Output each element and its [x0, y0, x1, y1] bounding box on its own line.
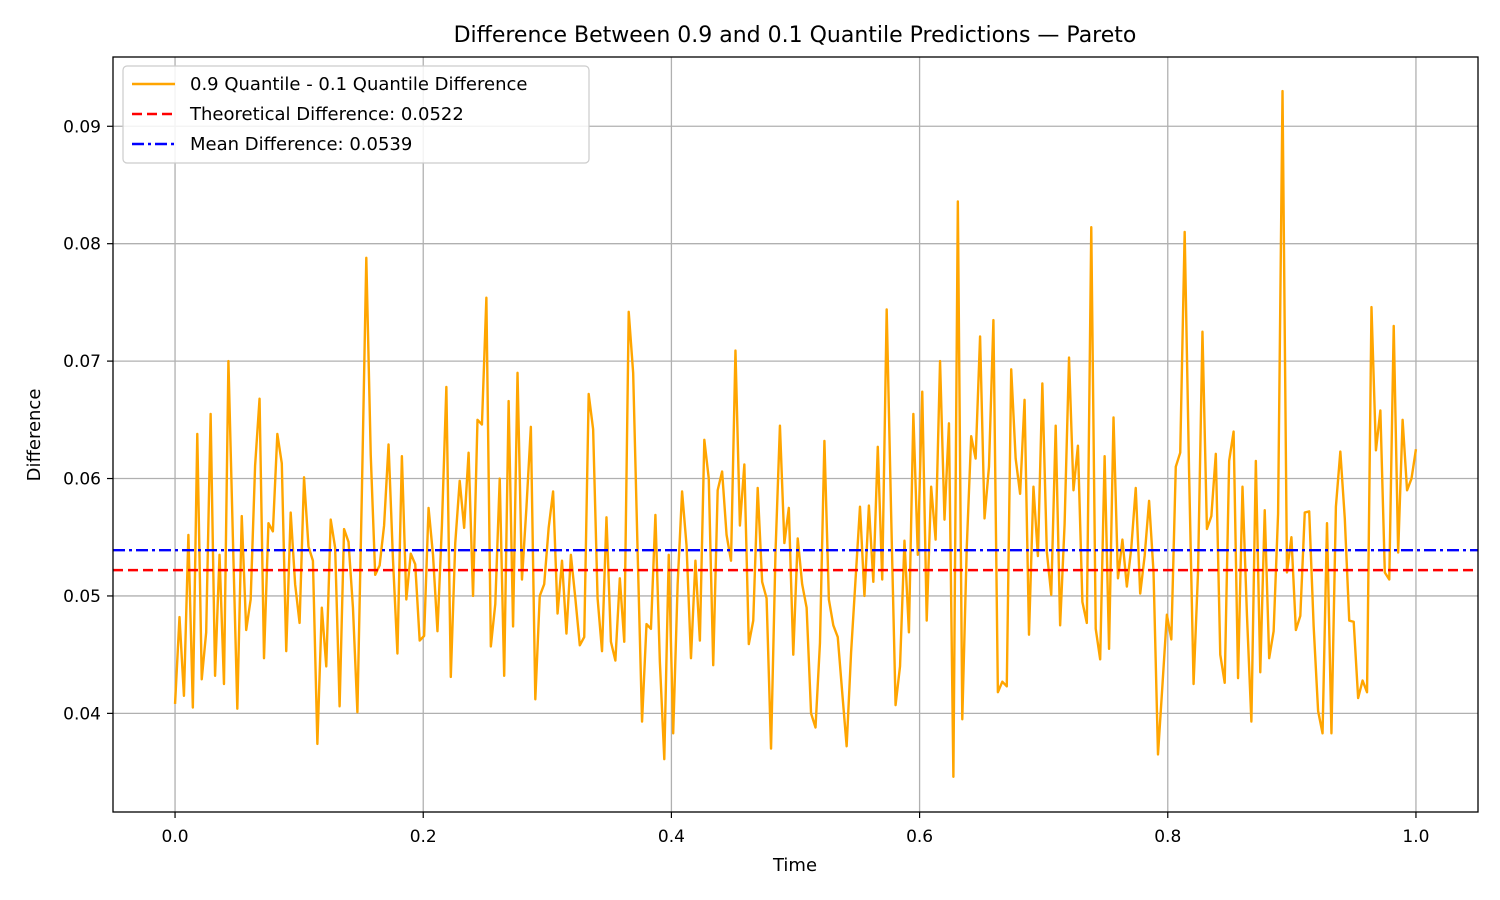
x-tick-label: 1.0 [1402, 827, 1429, 847]
y-tick-label: 0.06 [63, 470, 101, 490]
x-tick-label: 0.0 [162, 827, 189, 847]
series-line-quantile-difference [173, 89, 1418, 778]
y-axis: 0.04 0.05 0.06 0.07 0.08 0.09 [63, 117, 113, 724]
y-tick-label: 0.07 [63, 352, 101, 372]
plot-lines [113, 89, 1478, 778]
y-tick-label: 0.04 [63, 704, 101, 724]
y-tick-label: 0.08 [63, 235, 101, 255]
y-tick-label: 0.05 [63, 587, 101, 607]
legend-entry: Theoretical Difference: 0.0522 [189, 104, 464, 125]
x-tick-label: 0.6 [906, 827, 933, 847]
chart-title: Difference Between 0.9 and 0.1 Quantile … [454, 23, 1137, 48]
y-tick-label: 0.09 [63, 117, 101, 137]
x-tick-label: 0.8 [1154, 827, 1181, 847]
x-tick-label: 0.4 [658, 827, 685, 847]
legend-box [122, 65, 590, 164]
plot-frame [112, 56, 1479, 813]
legend-entry: Mean Difference: 0.0539 [190, 134, 412, 155]
legend: 0.9 Quantile - 0.1 Quantile Difference Th… [122, 65, 590, 164]
x-axis: 0.0 0.2 0.4 0.6 0.8 1.0 [162, 812, 1429, 847]
x-axis-label: Time [772, 855, 817, 876]
y-axis-label: Difference [24, 389, 45, 482]
legend-entry: 0.9 Quantile - 0.1 Quantile Difference [190, 74, 527, 95]
x-tick-label: 0.2 [410, 827, 437, 847]
